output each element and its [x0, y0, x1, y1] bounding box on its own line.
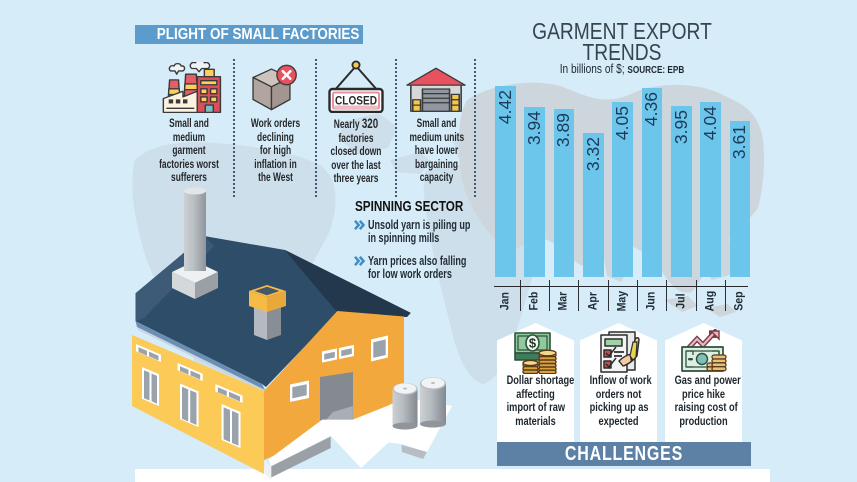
svg-text:$: $ — [529, 336, 537, 351]
svg-text:CLOSED: CLOSED — [335, 95, 377, 108]
